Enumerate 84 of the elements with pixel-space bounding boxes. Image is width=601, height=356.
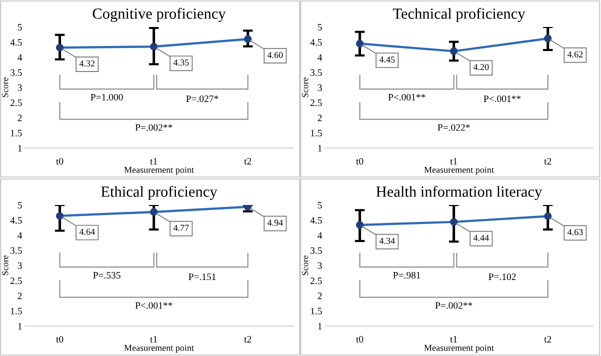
y-tick-label: 5 (318, 202, 322, 208)
y-tick-label: 4.5 (310, 39, 322, 46)
annotation: P=.981 (393, 272, 420, 279)
y-axis-title: Score (2, 78, 8, 98)
data-label: 4.35 (173, 60, 189, 66)
data-label: 4.63 (567, 229, 583, 236)
y-tick-label: 1.5 (10, 308, 22, 314)
annotation: P=.002** (435, 302, 472, 309)
y-tick-label: 5 (18, 202, 22, 208)
annotation: P<.001** (484, 95, 521, 102)
y-tick-label: 2 (18, 292, 22, 300)
y-tick-label: 3 (18, 84, 22, 91)
annotation: P=.102 (488, 273, 516, 280)
chart-title: Technical proficiency (393, 8, 526, 22)
y-tick-label: 1.5 (310, 308, 322, 314)
y-tick-label: 4 (318, 232, 322, 239)
x-axis-title: Measurement point (124, 344, 194, 353)
y-tick-label: 5 (318, 24, 322, 30)
y-tick-label: 2 (318, 114, 322, 122)
x-tick-label: t0 (356, 158, 364, 165)
y-tick-label: 4.5 (10, 217, 22, 224)
annotation: P=.535 (93, 272, 120, 279)
annotation: P=.002** (135, 124, 172, 131)
y-axis-title: Score (302, 256, 308, 276)
y-tick-label: 2.5 (10, 100, 22, 106)
y-tick-label: 2 (318, 292, 322, 300)
data-label: 4.34 (379, 238, 395, 244)
data-label: 4.44 (473, 234, 489, 241)
chart-title: Ethical proficiency (101, 186, 218, 200)
x-axis-title: Measurement point (124, 166, 194, 175)
x-tick-label: t1 (450, 158, 458, 165)
y-tick-label: 1 (18, 144, 22, 152)
chart-title: Cognitive proficiency (92, 8, 226, 22)
x-tick-label: t2 (544, 158, 552, 165)
y-tick-label: 3 (318, 84, 322, 91)
data-label: 4.64 (79, 228, 95, 235)
y-tick-label: 3.5 (310, 247, 322, 254)
x-axis-title: Measurement point (424, 344, 494, 353)
y-tick-label: 4.5 (310, 217, 322, 224)
y-axis-title: Score (2, 256, 8, 276)
x-tick-label: t0 (56, 336, 64, 343)
x-tick-label: t0 (56, 158, 64, 165)
y-tick-label: 1 (18, 322, 22, 330)
data-label: 4.60 (267, 52, 283, 58)
data-label: 4.94 (267, 220, 283, 226)
x-tick-label: t2 (244, 158, 252, 165)
x-tick-label: t1 (150, 336, 158, 343)
y-axis-title: Score (302, 78, 308, 98)
x-tick-label: t1 (150, 158, 158, 165)
annotation: P<.001** (388, 94, 426, 101)
annotation: P<.001** (135, 302, 172, 309)
x-axis-title: Measurement point (424, 166, 494, 175)
y-tick-label: 4.5 (10, 39, 22, 46)
y-tick-label: 3.5 (10, 69, 22, 76)
data-label: 4.32 (79, 60, 95, 67)
y-tick-label: 2 (18, 114, 22, 122)
y-tick-label: 2.5 (10, 278, 22, 284)
y-tick-label: 1.5 (10, 130, 22, 136)
x-tick-label: t0 (356, 336, 364, 343)
x-tick-label: t2 (544, 336, 552, 343)
annotation: P=.151 (188, 274, 216, 280)
y-tick-label: 4 (318, 54, 322, 61)
y-tick-label: 2.5 (310, 278, 322, 284)
annotation: P=.027* (186, 95, 218, 102)
x-tick-label: t1 (450, 336, 458, 343)
data-label: 4.20 (473, 64, 489, 70)
y-tick-label: 5 (18, 24, 22, 30)
y-tick-label: 1 (318, 322, 322, 330)
x-tick-label: t2 (244, 336, 252, 343)
annotation: P=1.000 (90, 94, 123, 101)
y-tick-label: 3 (18, 262, 22, 269)
data-label: 4.62 (567, 51, 583, 58)
y-tick-label: 1 (318, 144, 322, 152)
data-label: 4.45 (379, 56, 395, 63)
y-tick-label: 3.5 (310, 69, 322, 76)
y-tick-label: 1.5 (310, 130, 322, 136)
y-tick-label: 3 (318, 262, 322, 269)
y-tick-label: 2.5 (310, 100, 322, 106)
annotation: P=.022* (438, 124, 470, 131)
chart-title: Health information literacy (376, 186, 542, 200)
data-label: 4.77 (173, 224, 189, 231)
y-tick-label: 3.5 (10, 247, 22, 254)
y-tick-label: 4 (18, 54, 22, 61)
y-tick-label: 4 (18, 232, 22, 239)
